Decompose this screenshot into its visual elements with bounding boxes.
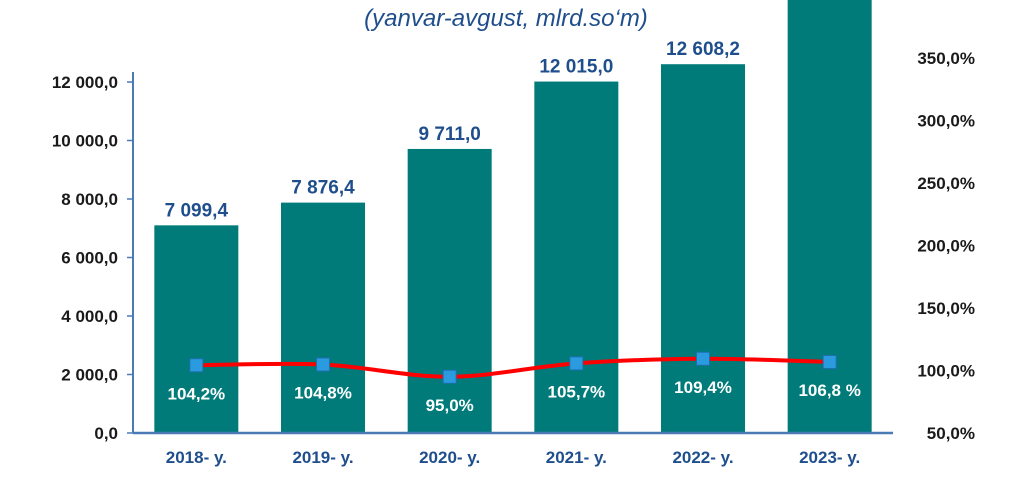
line-value-label: 109,4% [674, 378, 732, 397]
line-value-label: 104,2% [167, 384, 225, 403]
line-marker-5 [696, 351, 710, 366]
bar-value-label: 7 876,4 [291, 178, 355, 199]
line-marker-2 [316, 357, 330, 372]
left-tick-label: 8 000,0 [61, 190, 118, 209]
right-tick-label: 50,0% [927, 424, 975, 443]
growth-rate-line [196, 356, 830, 379]
bars-layer [154, 0, 872, 434]
bar-value-label: 7 099,4 [165, 200, 229, 221]
right-tick-label: 200,0% [917, 237, 975, 256]
line-value-label: 95,0% [426, 396, 474, 415]
left-tick-label: 4 000,0 [61, 307, 118, 326]
line-marker-3 [442, 369, 457, 384]
bar-value-label: 12 015,0 [539, 57, 613, 78]
x-category-label: 2023- y. [799, 448, 860, 467]
left-tick-label: 2 000,0 [61, 366, 118, 385]
line-marker-6 [822, 355, 837, 369]
x-category-label: 2022- y. [672, 448, 733, 467]
x-category-label: 2021- y. [546, 448, 607, 467]
line-value-label: 106,8 % [798, 381, 860, 400]
right-tick-label: 100,0% [917, 362, 975, 381]
bar-5 [661, 64, 745, 434]
line-marker-1 [189, 358, 204, 373]
line-value-label: 104,8% [294, 384, 352, 403]
bar-value-label: 12 608,2 [666, 39, 740, 60]
labels-layer: 7 099,47 876,49 711,012 015,012 608,214 … [165, 39, 861, 415]
bar-value-label: 9 711,0 [418, 124, 480, 145]
bar-1 [154, 225, 239, 433]
line-value-label: 105,7% [547, 382, 605, 401]
line-marker-4 [569, 356, 584, 371]
left-tick-label: 10 000,0 [52, 132, 118, 151]
line-layer [189, 351, 837, 384]
right-tick-label: 150,0% [917, 299, 975, 318]
bar-2 [281, 202, 365, 433]
right-tick-label: 350,0% [917, 49, 975, 68]
chart-subtitle: (yanvar-avgust, mlrd.so‘m) [364, 5, 648, 32]
bar-4 [534, 81, 619, 433]
x-category-label: 2019- y. [292, 448, 353, 467]
x-category-label: 2020- y. [419, 448, 480, 467]
right-tick-label: 300,0% [917, 112, 975, 131]
right-tick-label: 250,0% [917, 174, 975, 193]
axes-layer: 0,0 2 000,0 4 000,0 6 000,0 8 000,0 10 000,0 1… [52, 49, 975, 467]
bar-3 [407, 148, 492, 433]
left-tick-label: 12 000,0 [52, 73, 118, 92]
left-tick-label: 6 000,0 [61, 249, 118, 268]
left-tick-label: 0,0 [94, 424, 118, 443]
x-category-label: 2018- y. [166, 448, 227, 467]
